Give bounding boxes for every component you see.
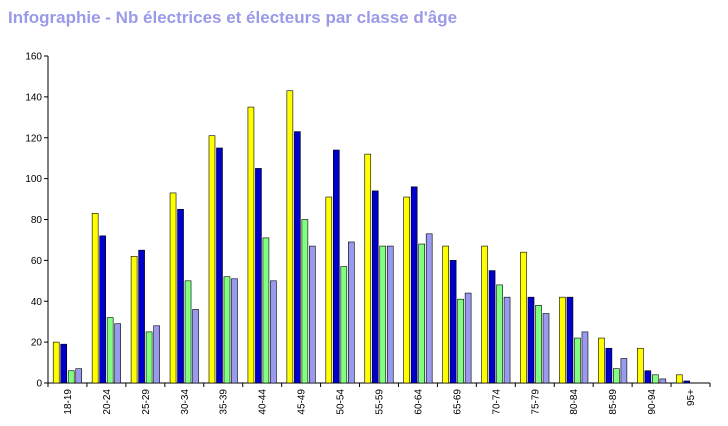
x-tick-label: 30-34	[180, 389, 191, 415]
bar-50-54-series-1	[325, 196, 333, 384]
bar-20-24-series-4	[114, 323, 121, 384]
bar-18-19-series-3	[67, 370, 75, 384]
bar-55-59-series-1	[364, 153, 372, 384]
bar-60-64-series-1	[403, 196, 410, 384]
bar-80-84-series-2	[566, 296, 574, 384]
bar-60-64-series-4	[425, 233, 433, 384]
bar-45-49-series-2	[294, 131, 301, 384]
x-tick-label: 20-24	[102, 389, 113, 415]
bar-35-39-series-3	[223, 276, 231, 384]
y-tick-label: 40	[31, 297, 43, 308]
bar-55-59-series-4	[386, 245, 394, 384]
bar-45-49-series-1	[286, 90, 294, 384]
bar-20-24-series-1	[91, 213, 99, 384]
y-tick-label: 120	[25, 133, 42, 144]
bar-90-94-series-2	[644, 370, 652, 384]
y-tick-label: 20	[31, 338, 43, 349]
bar-65-69-series-2	[449, 260, 457, 384]
bar-90-94-series-1	[637, 347, 644, 384]
bar-70-74-series-1	[481, 245, 488, 384]
bar-40-44-series-1	[247, 106, 255, 384]
x-tick-label: 70-74	[491, 389, 502, 415]
bar-90-94-series-3	[652, 374, 659, 384]
bar-20-24-series-3	[106, 317, 114, 384]
bar-65-69-series-3	[457, 298, 464, 384]
bar-30-34-series-4	[192, 309, 199, 384]
y-tick-label: 100	[25, 174, 42, 185]
bar-85-89-series-1	[598, 337, 605, 384]
bar-35-39-series-4	[231, 278, 238, 384]
x-tick-label: 40-44	[258, 389, 269, 415]
chart-title: Infographie - Nb électrices et électeurs…	[8, 8, 458, 27]
x-tick-label: 35-39	[219, 389, 230, 415]
bar-50-54-series-4	[348, 241, 355, 384]
y-tick-label: 80	[31, 215, 43, 226]
bar-60-64-series-3	[418, 243, 425, 384]
bar-25-29-series-4	[153, 325, 160, 384]
bar-80-84-series-3	[574, 337, 581, 384]
x-tick-label: 75-79	[530, 389, 541, 415]
bar-60-64-series-2	[410, 186, 418, 384]
x-tick-label: 80-84	[569, 389, 580, 415]
y-tick-label: 160	[25, 52, 42, 63]
x-tick-label: 65-69	[452, 389, 463, 415]
y-tick-label: 140	[25, 92, 42, 103]
bar-95+-series-2	[683, 380, 691, 384]
bar-85-89-series-2	[605, 347, 613, 384]
bar-75-79-series-2	[527, 296, 535, 384]
bar-70-74-series-2	[488, 270, 496, 384]
bar-50-54-series-2	[333, 149, 340, 384]
bar-65-69-series-1	[442, 245, 449, 384]
bar-30-34-series-3	[184, 280, 192, 384]
bar-55-59-series-3	[379, 245, 387, 384]
bar-65-69-series-4	[464, 292, 472, 384]
x-tick-label: 25-29	[141, 389, 152, 415]
x-tick-label: 60-64	[413, 389, 424, 415]
bar-25-29-series-3	[145, 331, 153, 384]
x-tick-label: 45-49	[297, 389, 308, 415]
bar-75-79-series-3	[535, 305, 542, 384]
bar-85-89-series-3	[613, 368, 620, 384]
bar-30-34-series-2	[177, 208, 184, 384]
bar-85-89-series-4	[620, 358, 628, 384]
x-tick-label: 95+	[686, 389, 697, 406]
bar-50-54-series-3	[340, 266, 348, 384]
bar-70-74-series-3	[496, 284, 503, 384]
bar-35-39-series-1	[208, 135, 216, 384]
bar-80-84-series-4	[581, 331, 589, 384]
bar-40-44-series-2	[255, 168, 262, 384]
bar-80-84-series-1	[559, 296, 566, 384]
bar-40-44-series-3	[262, 237, 270, 384]
bar-18-19-series-2	[60, 343, 68, 384]
bars	[52, 90, 691, 384]
y-tick-label: 60	[31, 256, 43, 267]
x-tick-label: 55-59	[375, 389, 386, 415]
bar-75-79-series-1	[520, 251, 527, 384]
bar-70-74-series-4	[503, 296, 511, 384]
bar-20-24-series-2	[99, 235, 106, 384]
x-tick-label: 50-54	[336, 389, 347, 415]
y-axis: 0 20 40 60 80 100 120 140 160	[25, 52, 49, 390]
bar-18-19-series-1	[52, 341, 60, 384]
bar-35-39-series-2	[216, 147, 223, 384]
bar-45-49-series-3	[301, 219, 309, 384]
bar-30-34-series-1	[169, 192, 177, 384]
bar-18-19-series-4	[75, 368, 83, 384]
x-tick-label: 90-94	[647, 389, 658, 415]
bar-25-29-series-1	[130, 255, 138, 384]
x-tick-label: 18-19	[63, 389, 74, 415]
bar-90-94-series-4	[659, 378, 667, 384]
bar-95+-series-1	[675, 374, 683, 384]
y-tick-label: 0	[36, 379, 42, 390]
x-axis: 18-19 20-24 25-29 30-34 35-39 40-44 45-49 50-54…	[47, 382, 711, 415]
x-tick-label: 85-89	[608, 389, 619, 415]
bar-75-79-series-4	[542, 313, 550, 384]
bar-25-29-series-2	[138, 249, 145, 384]
bar-45-49-series-4	[309, 245, 316, 384]
bar-40-44-series-4	[270, 280, 277, 384]
bar-55-59-series-2	[371, 190, 379, 384]
